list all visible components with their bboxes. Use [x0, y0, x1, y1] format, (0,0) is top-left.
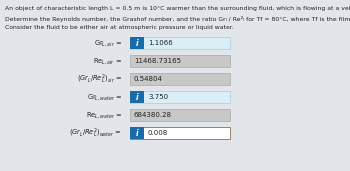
Text: Gr$_{L,water}$ =: Gr$_{L,water}$ =: [87, 92, 122, 102]
Text: Consider the fluid to be either air at atmospheric pressure or liquid water.: Consider the fluid to be either air at a…: [5, 25, 234, 30]
Text: Re$_{L,air}$ =: Re$_{L,air}$ =: [93, 56, 122, 66]
Text: 0.54804: 0.54804: [134, 76, 163, 82]
Bar: [130, 55, 230, 67]
Text: An object of characteristic length L = 0.5 m is 10°C warmer than the surrounding: An object of characteristic length L = 0…: [5, 6, 350, 11]
Text: Gr$_{L,air}$ =: Gr$_{L,air}$ =: [94, 38, 122, 48]
Text: 684380.28: 684380.28: [134, 112, 172, 118]
Bar: [130, 37, 144, 49]
Text: 3.750: 3.750: [148, 94, 168, 100]
Text: 0.008: 0.008: [148, 130, 168, 136]
Bar: [130, 127, 230, 139]
Text: i: i: [136, 128, 138, 137]
Text: i: i: [136, 93, 138, 102]
Bar: [130, 91, 144, 103]
Bar: [130, 109, 230, 121]
Text: Determine the Reynolds number, the Grashof number, and the ratio Grₗ / Re²ₗ for : Determine the Reynolds number, the Grash…: [5, 16, 350, 22]
Text: i: i: [136, 38, 138, 48]
Bar: [130, 73, 230, 85]
Text: Re$_{L,water}$ =: Re$_{L,water}$ =: [86, 110, 122, 120]
Bar: [130, 37, 230, 49]
Bar: [130, 127, 144, 139]
Bar: [130, 91, 230, 103]
Text: $(Gr_L / Re_L^2)_{water}$ =: $(Gr_L / Re_L^2)_{water}$ =: [70, 126, 122, 140]
Text: 11468.73165: 11468.73165: [134, 58, 181, 64]
Text: 1.1066: 1.1066: [148, 40, 173, 46]
Text: $(Gr_L / Re_L^2)_{air}$ =: $(Gr_L / Re_L^2)_{air}$ =: [77, 72, 122, 86]
